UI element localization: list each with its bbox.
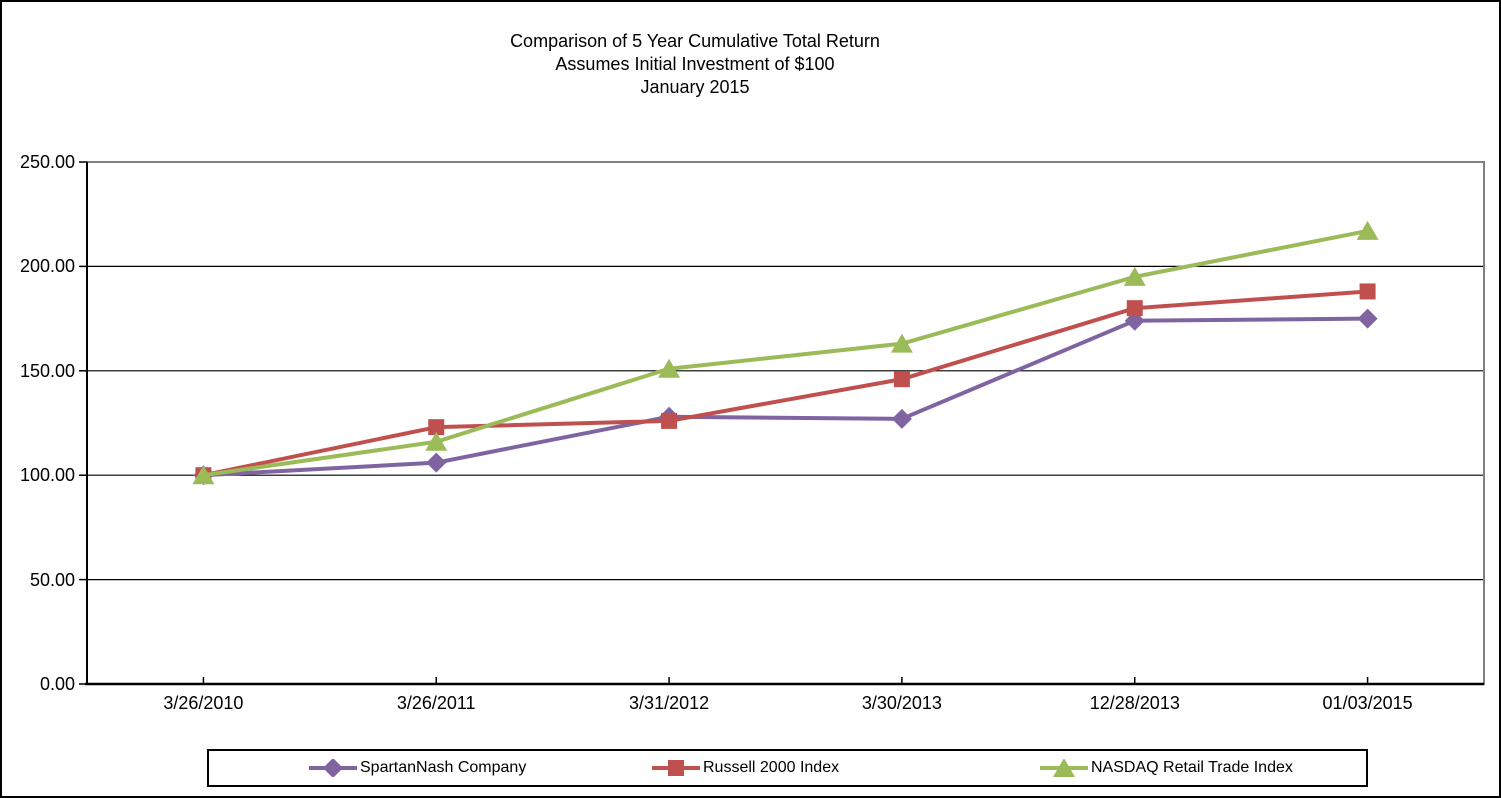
x-axis-category-label: 3/26/2010	[163, 693, 244, 713]
legend-label: Russell 2000 Index	[703, 759, 840, 776]
legend-item-nasdaq-retail: NASDAQ Retail Trade Index	[1040, 751, 1293, 785]
y-axis-tick-label: 250.00	[19, 152, 75, 172]
spartannash-line-marker-icon	[309, 759, 357, 777]
x-axis-category-label: 01/03/2015	[1322, 693, 1413, 713]
y-axis-tick-label: 50.00	[29, 569, 75, 590]
title-line-2: Assumes Initial Investment of $100	[555, 54, 835, 74]
title-line-1: Comparison of 5 Year Cumulative Total Re…	[510, 31, 880, 51]
chart-legend: SpartanNash Company Russell 2000 Index N…	[207, 749, 1368, 787]
chart-title: Comparison of 5 Year Cumulative Total Re…	[2, 30, 1388, 99]
legend-label: SpartanNash Company	[360, 759, 527, 776]
russell-2000-line-marker-icon	[652, 760, 700, 776]
x-axis-category-label: 12/28/2013	[1089, 693, 1180, 713]
y-axis-tick-label: 200.00	[19, 256, 75, 277]
x-axis-category-label: 3/31/2012	[629, 693, 710, 713]
legend-item-russell-2000: Russell 2000 Index	[652, 751, 839, 785]
legend-item-spartannash: SpartanNash Company	[309, 751, 526, 785]
x-axis-category-label: 3/30/2013	[861, 693, 942, 713]
title-line-3: January 2015	[640, 77, 750, 97]
nasdaq-retail-line-marker-icon	[1040, 759, 1088, 777]
x-axis-category-label: 3/26/2011	[396, 693, 476, 713]
legend-label: NASDAQ Retail Trade Index	[1091, 759, 1293, 776]
y-axis-tick-label: 100.00	[19, 465, 75, 486]
y-axis-tick-label: 150.00	[19, 360, 75, 381]
y-axis-tick-label: 0.00	[39, 674, 75, 694]
